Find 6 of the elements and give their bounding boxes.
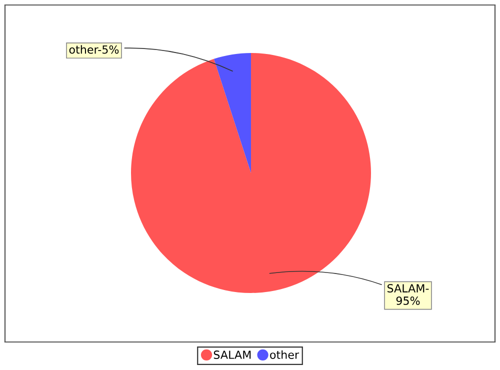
data-label: SALAM- 95% bbox=[387, 284, 429, 305]
pie-slice bbox=[131, 53, 371, 293]
legend-label: other bbox=[270, 350, 300, 359]
pie-slice bbox=[214, 53, 251, 173]
data-label: other-5% bbox=[69, 45, 119, 54]
legend-label: SALAM bbox=[214, 350, 251, 359]
